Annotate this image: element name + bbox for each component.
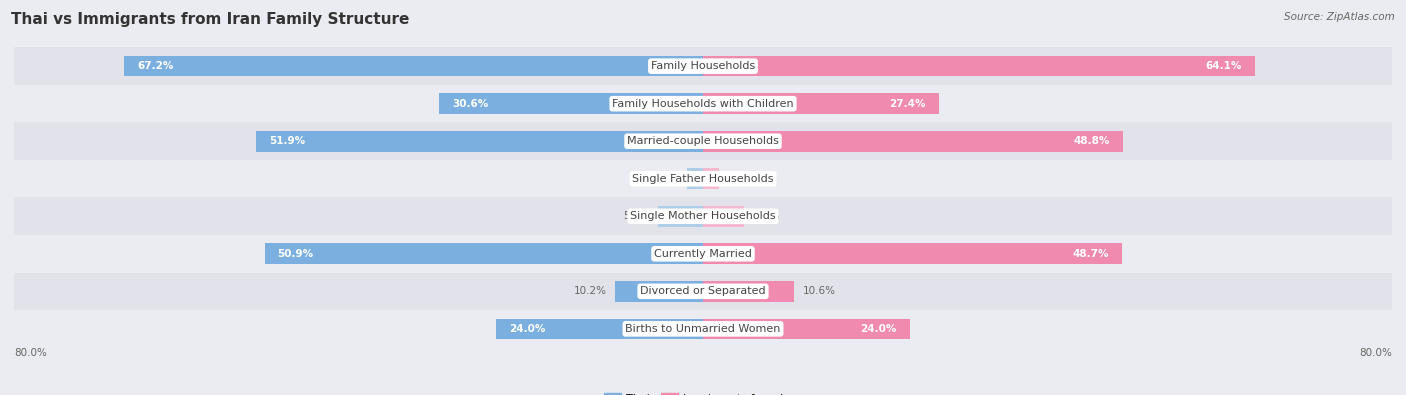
- Bar: [496, 318, 703, 339]
- Text: 80.0%: 80.0%: [1360, 348, 1392, 357]
- Text: 10.6%: 10.6%: [803, 286, 837, 296]
- Text: Divorced or Separated: Divorced or Separated: [640, 286, 766, 296]
- Text: Family Households with Children: Family Households with Children: [612, 99, 794, 109]
- Text: 27.4%: 27.4%: [890, 99, 927, 109]
- Text: 1.9%: 1.9%: [651, 174, 678, 184]
- Bar: [703, 168, 720, 189]
- Text: 30.6%: 30.6%: [453, 99, 489, 109]
- Text: 24.0%: 24.0%: [509, 324, 546, 334]
- Text: Thai vs Immigrants from Iran Family Structure: Thai vs Immigrants from Iran Family Stru…: [11, 12, 409, 27]
- Text: Currently Married: Currently Married: [654, 249, 752, 259]
- Text: Single Mother Households: Single Mother Households: [630, 211, 776, 221]
- Bar: [703, 56, 1256, 77]
- Text: 48.7%: 48.7%: [1073, 249, 1109, 259]
- Text: Married-couple Households: Married-couple Households: [627, 136, 779, 146]
- Bar: [686, 168, 703, 189]
- Text: 10.2%: 10.2%: [574, 286, 606, 296]
- Bar: [703, 318, 910, 339]
- Bar: [264, 243, 703, 264]
- Bar: [703, 281, 794, 302]
- Bar: [256, 131, 703, 152]
- Bar: [703, 93, 939, 114]
- Bar: [14, 273, 1392, 310]
- Text: 51.9%: 51.9%: [269, 136, 305, 146]
- Text: 50.9%: 50.9%: [277, 249, 314, 259]
- Bar: [14, 235, 1392, 273]
- Text: 24.0%: 24.0%: [860, 324, 897, 334]
- Bar: [703, 131, 1123, 152]
- Legend: Thai, Immigrants from Iran: Thai, Immigrants from Iran: [599, 389, 807, 395]
- Text: Source: ZipAtlas.com: Source: ZipAtlas.com: [1284, 12, 1395, 22]
- Text: 67.2%: 67.2%: [138, 61, 173, 71]
- Text: 64.1%: 64.1%: [1206, 61, 1241, 71]
- Text: Family Households: Family Households: [651, 61, 755, 71]
- Bar: [14, 85, 1392, 122]
- Bar: [14, 310, 1392, 348]
- Bar: [14, 122, 1392, 160]
- Bar: [440, 93, 703, 114]
- Bar: [616, 281, 703, 302]
- Text: 80.0%: 80.0%: [14, 348, 46, 357]
- Text: 4.8%: 4.8%: [754, 211, 779, 221]
- Bar: [658, 206, 703, 227]
- Text: 1.9%: 1.9%: [728, 174, 755, 184]
- Text: Births to Unmarried Women: Births to Unmarried Women: [626, 324, 780, 334]
- Bar: [124, 56, 703, 77]
- Bar: [14, 47, 1392, 85]
- Bar: [703, 243, 1122, 264]
- Text: Single Father Households: Single Father Households: [633, 174, 773, 184]
- Text: 5.2%: 5.2%: [623, 211, 650, 221]
- Text: 48.8%: 48.8%: [1074, 136, 1111, 146]
- Bar: [14, 198, 1392, 235]
- Bar: [14, 160, 1392, 198]
- Bar: [703, 206, 744, 227]
